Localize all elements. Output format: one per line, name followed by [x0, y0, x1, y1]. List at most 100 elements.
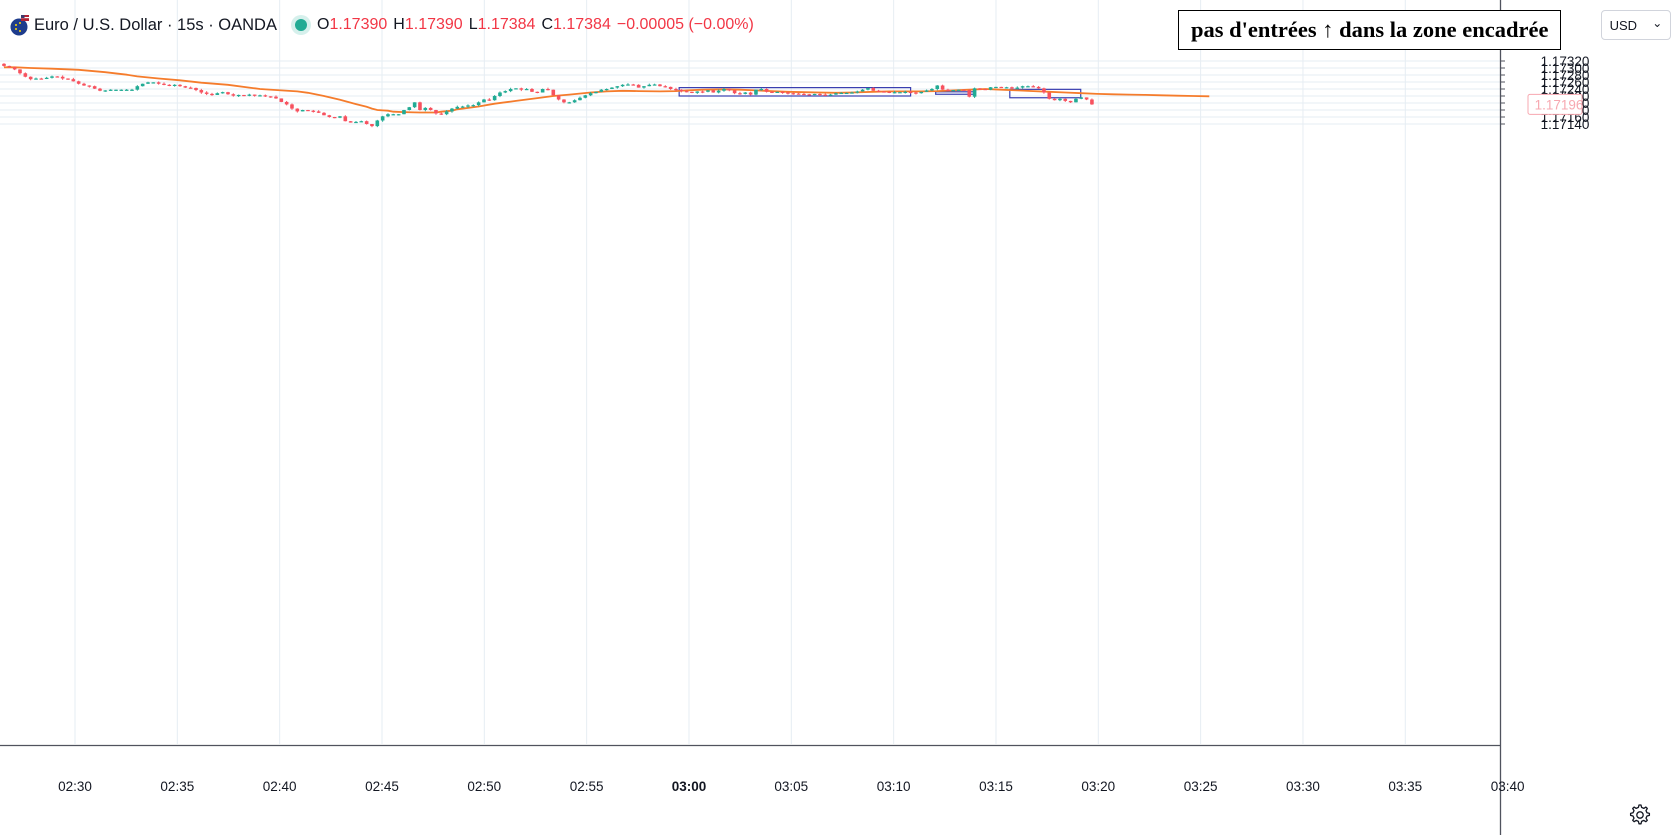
candle-body [39, 78, 44, 80]
candle-body [1068, 100, 1073, 103]
candle-body [743, 92, 748, 94]
symbol-title[interactable]: Euro / U.S. Dollar · 15s · OANDA [34, 15, 277, 34]
candle-body [167, 84, 172, 86]
candle-body [119, 89, 124, 91]
candle-body [1020, 86, 1025, 88]
candle-body [60, 76, 65, 79]
candle-body [34, 78, 38, 80]
high-value: 1.17390 [404, 16, 463, 33]
market-status-icon [294, 19, 307, 31]
candle-body [732, 90, 737, 94]
candle-body [498, 92, 502, 96]
candle-body [55, 76, 60, 78]
candle-body [860, 89, 865, 92]
candle-body [279, 98, 284, 102]
candle-body [2, 63, 6, 66]
candle-body [844, 92, 849, 95]
candle-body [636, 84, 641, 88]
candle-body [524, 89, 529, 91]
candle-body [898, 92, 902, 94]
candle-body [796, 93, 801, 95]
symbol-legend: Euro / U.S. Dollar · 15s · OANDA O 1.1739… [8, 14, 754, 36]
candle-body [503, 91, 508, 93]
candle-body [594, 91, 598, 94]
candle-body [135, 86, 140, 90]
low-value: 1.17384 [477, 16, 536, 33]
candle-body [818, 93, 822, 96]
candle-body [146, 82, 150, 84]
candle-body [583, 95, 588, 98]
candle-body [626, 84, 630, 86]
candle-body [407, 107, 412, 110]
currency-label: USD [1609, 17, 1638, 33]
time-tick-label: 02:35 [160, 779, 194, 794]
price-tick-label: 1.17280 [1541, 68, 1590, 83]
candle-body [1063, 98, 1068, 101]
candle-body [919, 91, 924, 94]
candle-body [236, 94, 241, 97]
time-tick-label: 02:45 [365, 779, 399, 794]
time-tick-label: 02:40 [263, 779, 297, 794]
candle-body [12, 67, 17, 70]
candle-body [866, 87, 870, 90]
candle-body [1074, 98, 1078, 103]
candle-body [914, 92, 918, 94]
candle-body [172, 84, 177, 86]
candle-body [444, 111, 449, 115]
candle-body [76, 81, 81, 84]
candle-body [338, 116, 342, 118]
candle-body [375, 120, 380, 127]
candle-body [466, 105, 470, 107]
candle-body [738, 93, 742, 95]
time-tick-label: 03:15 [979, 779, 1013, 794]
candle-body [386, 114, 390, 117]
candle-body [263, 95, 268, 97]
candle-body [722, 89, 726, 91]
candle-body [748, 92, 753, 95]
candle-body [71, 79, 76, 82]
candle-body [578, 97, 582, 101]
candle-body [28, 76, 33, 80]
candle-body [562, 99, 566, 103]
candle-body [210, 93, 214, 96]
candle-body [812, 93, 817, 96]
candle-body [300, 110, 305, 112]
candle-body [530, 89, 534, 92]
candle-body [423, 107, 428, 110]
candle-body [1090, 99, 1094, 105]
candle-body [775, 91, 780, 93]
candle-body [770, 91, 774, 93]
candle-body [647, 84, 652, 87]
candle-body [7, 65, 12, 68]
candle-body [1042, 88, 1046, 93]
candle-body [668, 86, 673, 89]
candle-body [380, 116, 385, 121]
price-tick-label: 1.17300 [1541, 61, 1590, 76]
candle-body [1010, 87, 1014, 89]
candle-body [908, 91, 913, 93]
candle-body [359, 121, 364, 123]
candle-body [882, 91, 886, 93]
candle-body [124, 89, 129, 91]
candle-body [343, 116, 348, 122]
currency-button[interactable]: USD ⌄ [1601, 10, 1671, 40]
candle-body [1079, 97, 1084, 99]
candle-body [754, 89, 758, 95]
candle-body [23, 73, 28, 77]
candle-body [162, 83, 166, 85]
low-label: L [468, 16, 478, 33]
candle-body [610, 87, 614, 89]
candle-body [1004, 87, 1009, 89]
candle-body [476, 102, 481, 106]
candle-body [850, 92, 854, 94]
candle-body [711, 90, 716, 93]
candle-body [892, 92, 897, 94]
time-tick-label: 03:00 [672, 779, 707, 794]
gear-icon[interactable] [1626, 801, 1652, 827]
candle-body [988, 87, 993, 90]
candle-body [631, 84, 636, 86]
close-value: 1.17384 [553, 16, 611, 33]
moving-average [4, 66, 1210, 114]
candle-body [87, 85, 92, 87]
